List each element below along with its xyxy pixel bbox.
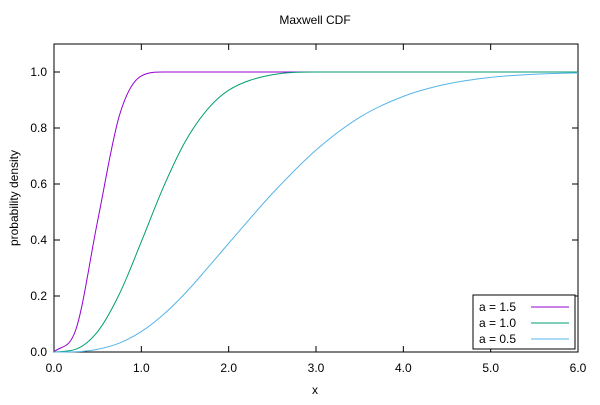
legend-label: a = 1.5 [479,300,516,314]
legend-label: a = 1.0 [479,316,516,330]
legend: a = 1.5 a = 1.0 a = 0.5 [472,294,576,350]
x-tick-label: 4.0 [395,361,412,375]
x-tick-label: 5.0 [482,361,499,375]
y-tick-label: 0.0 [30,345,47,359]
x-axis-label: x [312,383,318,397]
y-tick-label: 0.4 [30,233,47,247]
y-axis-label: probability density [7,150,21,246]
x-tick-label: 6.0 [570,361,587,375]
x-tick-label: 0.0 [46,361,63,375]
y-tick-label: 0.6 [30,177,47,191]
y-tick-label: 0.8 [30,121,47,135]
y-tick-label: 0.2 [30,289,47,303]
y-tick-label: 1.0 [30,65,47,79]
x-tick-label: 2.0 [220,361,237,375]
plot-area: 0.0 1.0 2.0 3.0 4.0 5.0 6.0 0.0 0.2 0.4 0.6 0.8 1.0 [30,43,587,375]
x-tick-label: 3.0 [308,361,325,375]
chart-title: Maxwell CDF [279,13,350,27]
legend-box [472,294,576,350]
x-tick-label: 1.0 [133,361,150,375]
series-line-1 [53,71,578,353]
legend-label: a = 0.5 [479,332,516,346]
series-line-2 [53,72,579,353]
